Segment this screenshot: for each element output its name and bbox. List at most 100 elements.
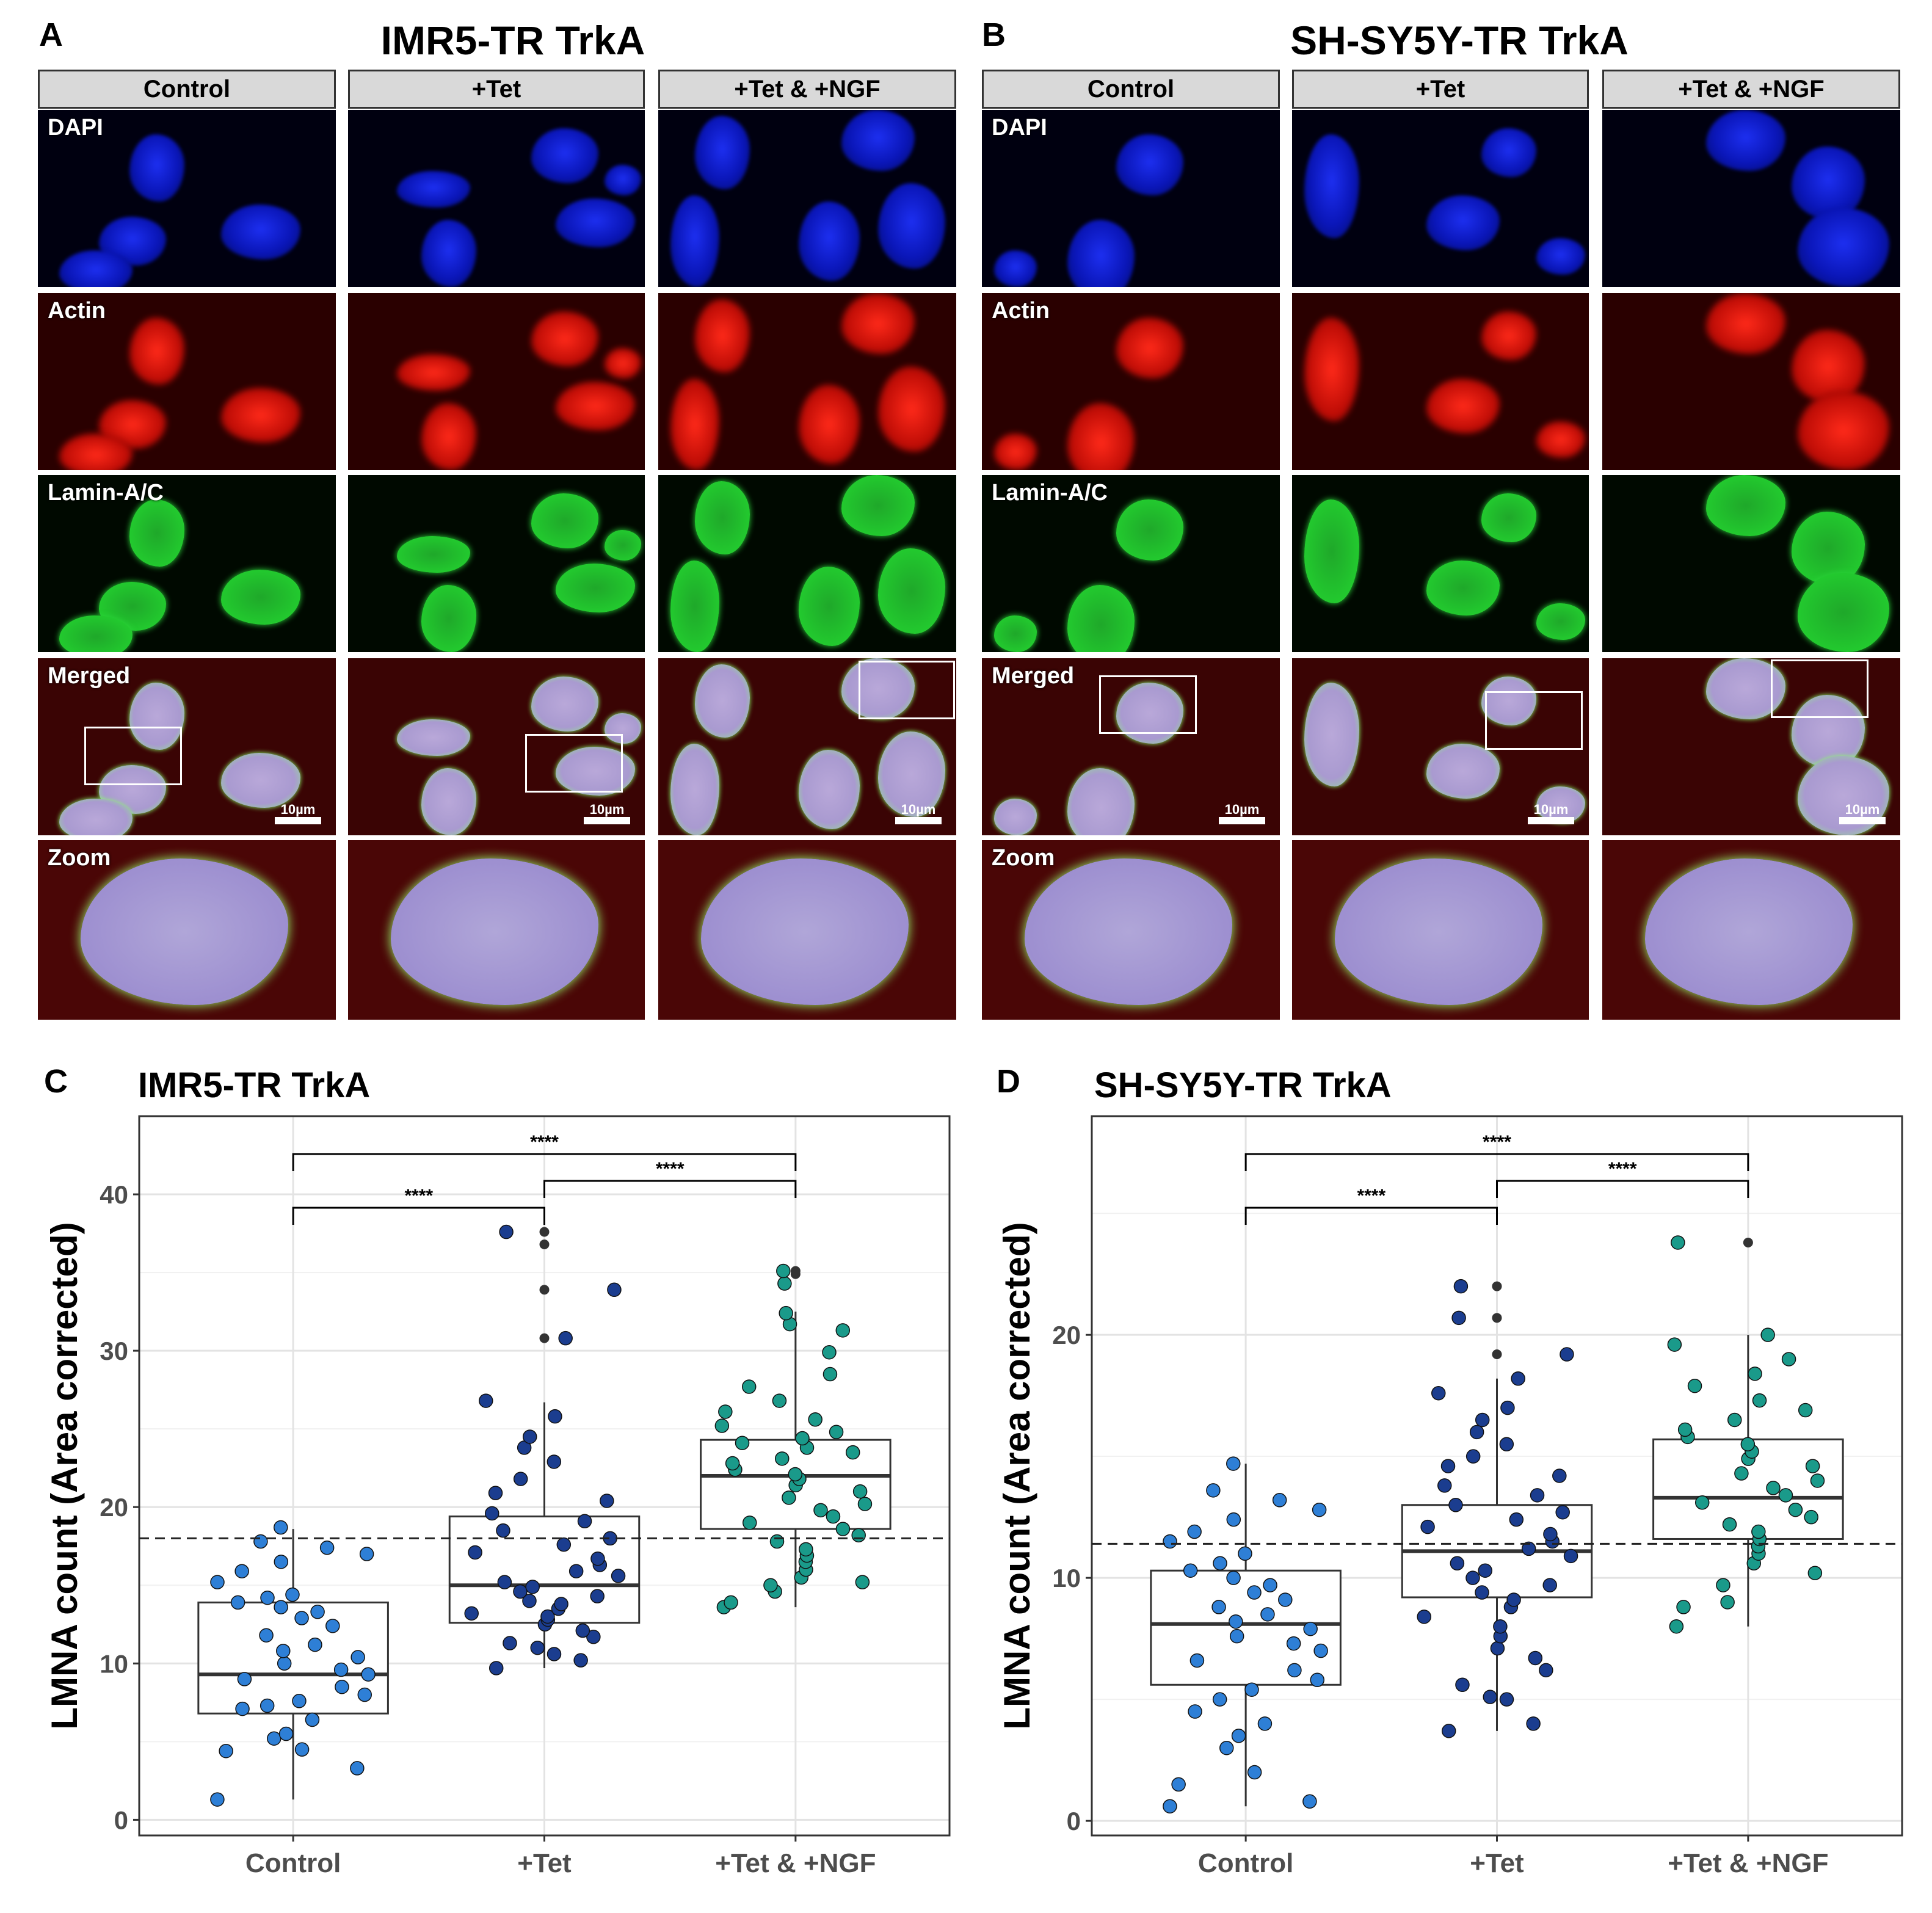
y-tick-label: 10 xyxy=(1052,1564,1081,1592)
data-point xyxy=(779,1305,793,1321)
micrograph-grid-a: Control DAPI Actin Lamin-A/C Merged 10µm Zoom +… xyxy=(38,70,959,1020)
data-point xyxy=(488,1486,503,1500)
nucleus xyxy=(878,731,945,817)
significance-label: **** xyxy=(530,1132,559,1152)
data-point xyxy=(310,1605,325,1619)
data-point xyxy=(259,1628,274,1643)
outlier-point xyxy=(1743,1237,1753,1247)
scale-bar-label: 10µm xyxy=(901,802,936,817)
data-point xyxy=(1263,1578,1277,1592)
micrograph-merged: Merged 10µm xyxy=(982,658,1280,835)
nucleus xyxy=(841,293,915,354)
data-point xyxy=(485,1506,499,1521)
data-point xyxy=(735,1436,750,1450)
nucleus xyxy=(221,570,300,625)
data-point xyxy=(1810,1473,1825,1488)
data-point xyxy=(590,1551,605,1566)
data-point xyxy=(1313,1643,1328,1658)
data-point xyxy=(1740,1437,1756,1452)
data-point xyxy=(497,1575,512,1589)
micrograph-merged: 10µm xyxy=(1292,658,1589,835)
nucleus xyxy=(531,311,598,366)
panel-title-b: SH-SY5Y-TR TrkA xyxy=(1290,18,1629,63)
micrograph-actin xyxy=(1292,293,1589,470)
significance-bracket xyxy=(1496,1180,1749,1198)
data-point xyxy=(1734,1466,1749,1481)
column-header: Control xyxy=(982,70,1280,109)
data-point xyxy=(855,1575,870,1589)
data-point xyxy=(1187,1524,1202,1539)
micrograph-zoom: Zoom xyxy=(38,840,336,1020)
row-label: Lamin-A/C xyxy=(48,480,164,506)
data-point xyxy=(1431,1385,1446,1401)
data-point xyxy=(210,1575,225,1589)
nucleus xyxy=(605,165,641,195)
nucleus xyxy=(421,768,476,835)
x-tick-label: Control xyxy=(245,1848,341,1878)
data-point xyxy=(335,1679,349,1694)
data-point xyxy=(278,1726,294,1741)
data-point xyxy=(1448,1498,1463,1512)
nucleus xyxy=(1536,603,1585,640)
x-tick-label: Control xyxy=(1198,1848,1293,1878)
nucleus xyxy=(1067,585,1135,652)
data-point xyxy=(788,1467,803,1482)
micrograph-lamin: Lamin-A/C xyxy=(38,475,336,652)
data-point xyxy=(851,1528,866,1543)
significance-label: **** xyxy=(1608,1159,1637,1179)
data-point xyxy=(522,1594,537,1608)
scale-bar-line xyxy=(895,817,942,824)
data-point xyxy=(1511,1371,1525,1386)
nucleus-zoom xyxy=(701,858,909,1005)
data-point xyxy=(1798,1403,1813,1418)
nucleus xyxy=(397,536,470,573)
data-point xyxy=(1453,1279,1469,1294)
data-point xyxy=(1539,1663,1553,1678)
nucleus xyxy=(1067,403,1135,470)
data-point xyxy=(1450,1556,1465,1571)
data-point xyxy=(1272,1493,1287,1508)
nucleus xyxy=(994,615,1037,652)
nucleus xyxy=(994,434,1037,470)
nucleus xyxy=(605,530,641,561)
significance-bracket xyxy=(1244,1153,1749,1171)
data-point xyxy=(496,1523,510,1538)
y-tick-label: 40 xyxy=(100,1180,128,1209)
outlier-point xyxy=(1492,1313,1502,1323)
nucleus xyxy=(1536,421,1585,458)
data-point xyxy=(1226,1512,1241,1527)
micrograph-actin xyxy=(348,293,645,470)
data-point xyxy=(1499,1437,1514,1452)
nucleus-zoom xyxy=(1645,858,1853,1005)
data-point xyxy=(725,1456,740,1471)
nucleus xyxy=(994,250,1037,287)
data-point xyxy=(1669,1619,1684,1634)
data-point xyxy=(1451,1310,1466,1326)
nucleus xyxy=(221,205,300,260)
data-point xyxy=(1226,1456,1241,1471)
data-point xyxy=(769,1534,785,1549)
data-point xyxy=(464,1606,479,1621)
chart-title-d: SH-SY5Y-TR TrkA xyxy=(1094,1065,1392,1105)
scale-bar: 10µm xyxy=(275,802,321,824)
data-point xyxy=(260,1590,275,1605)
scale-bar-line xyxy=(584,817,630,824)
nucleus xyxy=(1706,110,1785,171)
data-point xyxy=(1183,1563,1198,1578)
data-point xyxy=(1555,1505,1570,1520)
nucleus xyxy=(129,318,184,385)
micrograph-zoom xyxy=(348,840,645,1020)
scale-bar-label: 10µm xyxy=(1845,802,1880,817)
data-point xyxy=(333,1662,349,1677)
micrograph-dapi xyxy=(658,110,956,287)
data-point xyxy=(357,1687,372,1702)
nucleus xyxy=(59,434,133,470)
data-point xyxy=(1563,1548,1578,1564)
significance-label: **** xyxy=(1483,1132,1511,1152)
data-point xyxy=(1226,1570,1241,1585)
data-point xyxy=(1667,1337,1682,1352)
micrograph-zoom xyxy=(658,840,956,1020)
y-tick-label: 20 xyxy=(100,1493,128,1522)
nucleus xyxy=(605,713,641,744)
data-point xyxy=(1499,1692,1514,1707)
